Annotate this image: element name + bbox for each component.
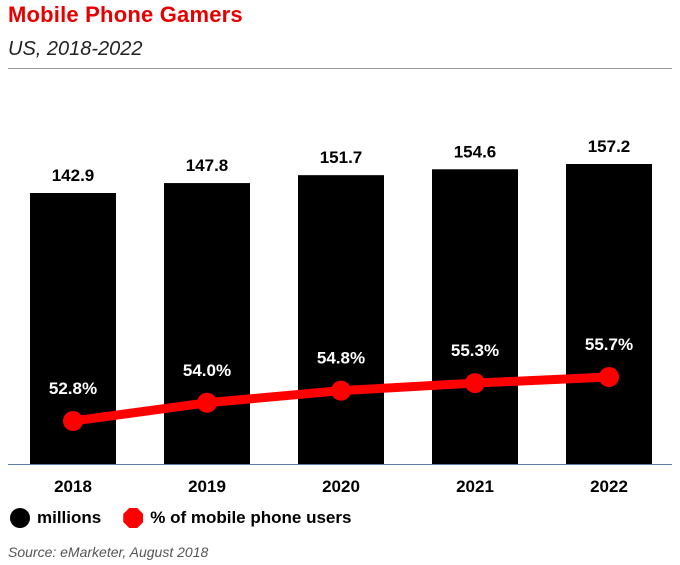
line-point-2018 — [63, 411, 83, 431]
bar-value-label-2020: 151.7 — [320, 148, 363, 167]
x-tick-label-2019: 2019 — [188, 477, 226, 496]
title-divider — [8, 68, 672, 69]
line-point-2020 — [331, 380, 351, 401]
legend-swatch-millions — [10, 508, 30, 528]
chart-title: Mobile Phone Gamers — [8, 2, 243, 27]
chart-legend: millions % of mobile phone users — [10, 508, 373, 528]
x-tick-label-2020: 2020 — [322, 477, 360, 496]
bar-value-label-2019: 147.8 — [186, 156, 229, 175]
x-tick-label-2018: 2018 — [54, 477, 92, 496]
legend-label-millions: millions — [37, 508, 102, 527]
legend-swatch-percent — [123, 508, 144, 528]
x-tick-label-2022: 2022 — [590, 477, 628, 496]
legend-item-millions: millions — [10, 508, 101, 528]
line-value-label-2022: 55.7% — [585, 335, 633, 354]
x-tick-label-2021: 2021 — [456, 477, 494, 496]
bar-2022 — [566, 164, 652, 464]
line-value-label-2020: 54.8% — [317, 349, 365, 368]
line-value-label-2021: 55.3% — [451, 341, 499, 360]
line-value-label-2019: 54.0% — [183, 361, 231, 380]
chart-plot: 142.9 147.8 151.7 154.6 157.2 2018 2019 2020 202… — [8, 137, 672, 496]
bar-2021 — [432, 169, 518, 465]
bar-value-label-2021: 154.6 — [454, 142, 497, 161]
bar-2019 — [164, 183, 250, 465]
legend-label-percent: % of mobile phone users — [150, 508, 352, 527]
line-point-2022 — [599, 367, 619, 387]
source-note: Source: eMarketer, August 2018 — [8, 544, 209, 560]
line-value-label-2018: 52.8% — [49, 379, 97, 398]
bar-value-label-2022: 157.2 — [588, 137, 631, 156]
bar-value-label-2018: 142.9 — [52, 166, 95, 185]
line-point-2019 — [197, 392, 217, 413]
line-point-2021 — [465, 373, 485, 394]
chart-subtitle: US, 2018-2022 — [8, 38, 143, 60]
legend-item-percent: % of mobile phone users — [123, 508, 351, 528]
bar-2020 — [298, 175, 384, 464]
